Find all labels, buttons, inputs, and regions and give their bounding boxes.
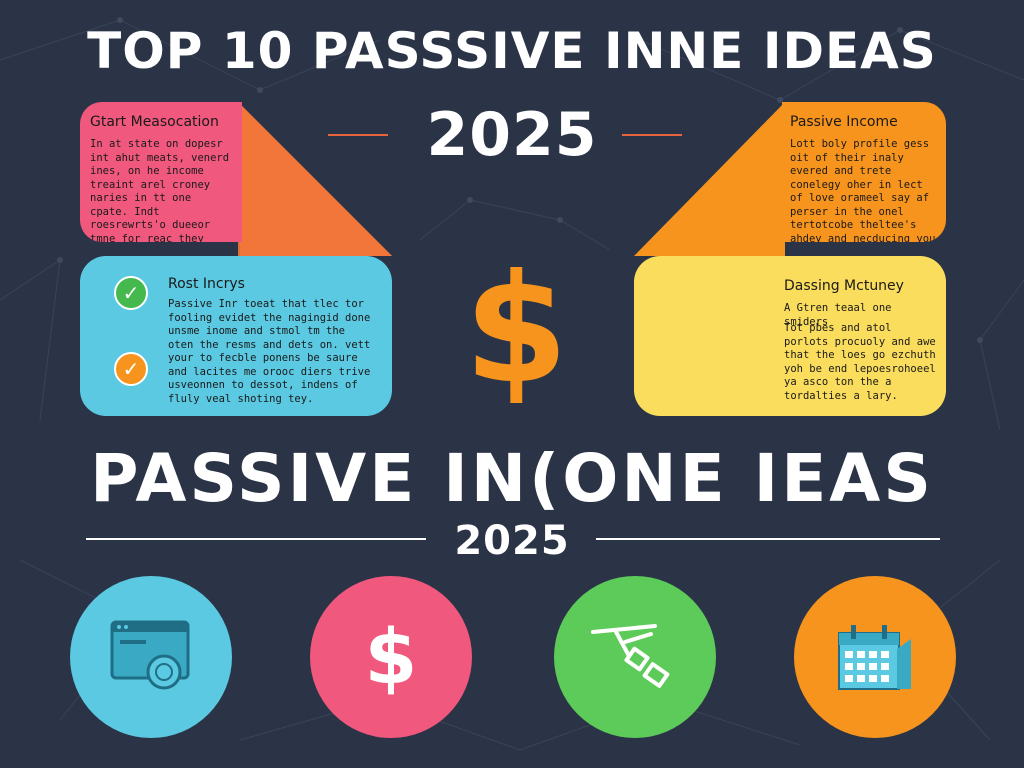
- card-middle-left-body: Passive Inr toeat that tlec tor fooling …: [168, 298, 371, 405]
- dollar-icon: $: [364, 612, 418, 701]
- circle-browser: [70, 576, 232, 738]
- section-title-year: 2025: [454, 518, 570, 564]
- card-middle-right-body: Tot pbes and atol porlots procuoly and a…: [784, 322, 936, 402]
- calendar-building-icon: [838, 625, 911, 690]
- circle-calendar: [794, 576, 956, 738]
- card-top-left: Gtart Measocation In at state on dopesr …: [80, 102, 242, 242]
- main-title-year: 2025: [426, 100, 598, 170]
- card-middle-right-body-line: A Gtren teaal one smiders: [784, 302, 892, 328]
- card-middle-left-heading: Rost Incrys: [168, 276, 245, 292]
- card-top-left-heading: Gtart Measocation: [90, 114, 219, 130]
- main-title: TOP 10 PASSSIVE INNE IDEAS: [87, 22, 937, 80]
- section-divider-right: [596, 538, 940, 540]
- card-middle-right-heading: Dassing Mctuney: [784, 278, 904, 294]
- card-top-right: Passive Income Lott boly profile gess oi…: [782, 102, 946, 242]
- card-middle-left: ✓ ✓ Rost Incrys Passive Inr toeat that t…: [80, 256, 392, 416]
- section-divider-left: [86, 538, 426, 540]
- card-top-right-heading: Passive Income: [790, 114, 898, 130]
- section-title: PASSIVE IN(ONE IEAS: [90, 440, 934, 517]
- circle-dollar: $: [310, 576, 472, 738]
- card-top-left-body: In at state on dopesr int ahut meats, ve…: [90, 138, 230, 242]
- dollar-sign-icon: $: [464, 243, 569, 417]
- card-middle-right: Dassing Mctuney A Gtren teaal one smider…: [634, 256, 946, 416]
- title-divider-left: [328, 134, 388, 136]
- check-green-icon: ✓: [114, 276, 148, 310]
- tool-wrench-icon: [591, 624, 670, 688]
- check-orange-icon: ✓: [114, 352, 148, 386]
- title-divider-right: [622, 134, 682, 136]
- card-top-right-body: Lott boly profile gess oit of their inal…: [790, 138, 936, 242]
- browser-coin-icon: [110, 620, 190, 690]
- circle-tools: [554, 576, 716, 738]
